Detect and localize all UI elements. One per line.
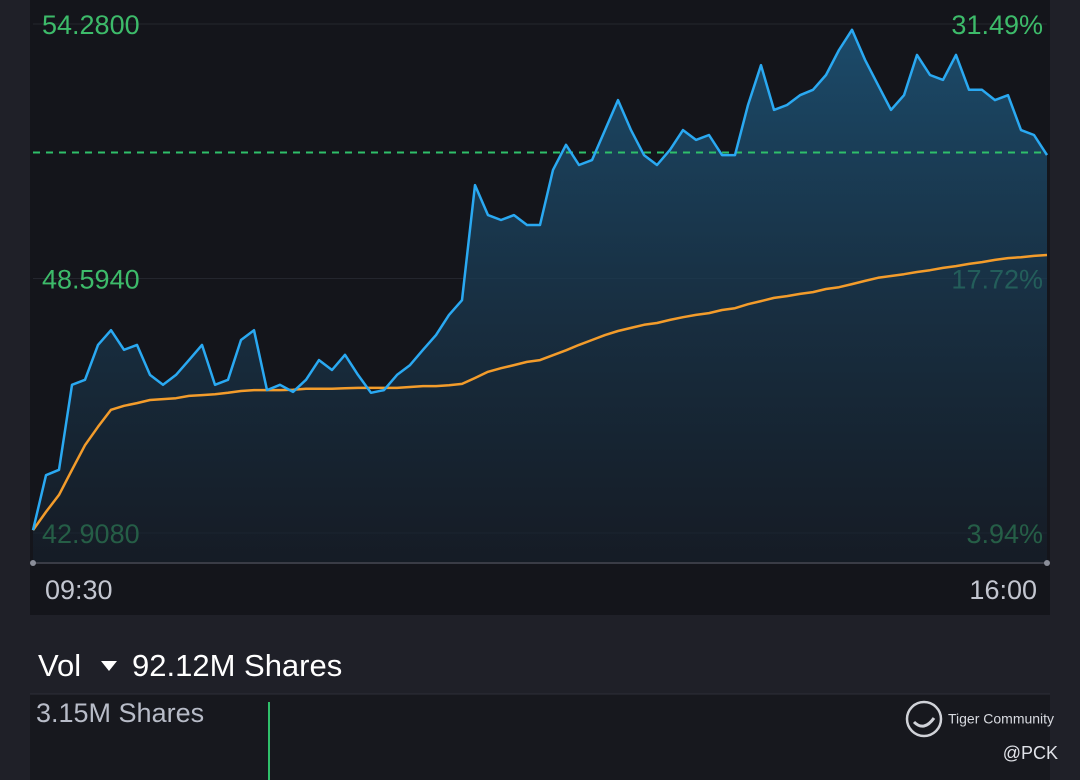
axis-dot bbox=[30, 560, 36, 566]
dropdown-icon[interactable] bbox=[101, 661, 117, 671]
vol-label: Vol bbox=[38, 648, 81, 683]
x-tick-label: 16:00 bbox=[969, 575, 1037, 605]
y-tick-label: 48.5940 bbox=[42, 265, 140, 295]
user: @PCK bbox=[1003, 743, 1058, 763]
axis-dot bbox=[1044, 560, 1050, 566]
volume-panel bbox=[30, 694, 1050, 780]
watermark: Tiger Community @PCK bbox=[905, 700, 1058, 763]
x-tick-label: 09:30 bbox=[45, 575, 113, 605]
y2-tick-label: 31.49% bbox=[951, 10, 1043, 40]
logo bbox=[905, 700, 943, 738]
vol-total: 92.12M Shares bbox=[132, 648, 342, 683]
brand: Tiger Community bbox=[948, 711, 1054, 727]
vol-max-label: 3.15M Shares bbox=[36, 698, 204, 728]
logo-mark bbox=[912, 717, 936, 728]
series-line bbox=[31, 253, 1048, 531]
plot: 42.908048.594054.28003.94%17.72%31.49%09… bbox=[31, 10, 1049, 605]
y-tick-label: 54.2800 bbox=[42, 10, 140, 40]
volume-selector[interactable]: Vol 92.12M Shares bbox=[38, 648, 342, 683]
series-line bbox=[31, 28, 1049, 531]
area-fill bbox=[33, 29, 1047, 564]
